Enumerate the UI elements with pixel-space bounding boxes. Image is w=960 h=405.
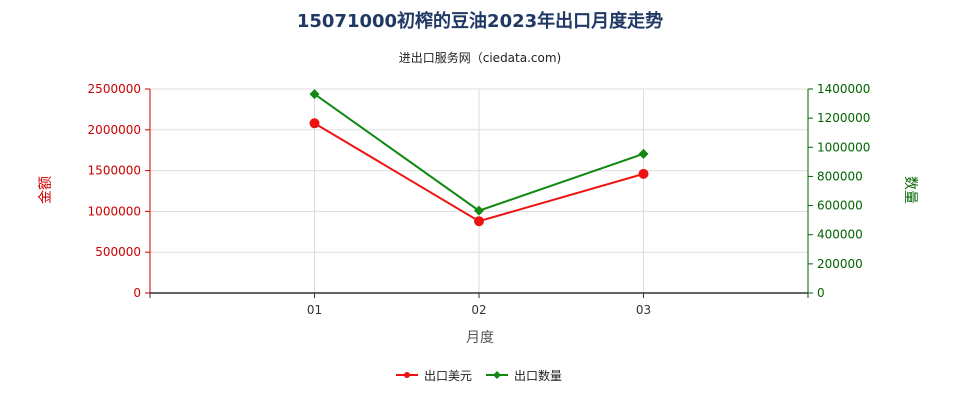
right-tick-label: 200000 <box>817 257 863 271</box>
x-tick-label: 01 <box>307 303 322 317</box>
legend-item-export-usd[interactable]: 出口美元 <box>396 369 472 383</box>
legend-marker-export-usd <box>404 372 410 378</box>
left-tick-label: 2500000 <box>88 82 141 96</box>
data-point-series2-02 <box>474 205 484 216</box>
right-tick-label: 600000 <box>817 199 863 213</box>
left-tick-label: 500000 <box>95 245 141 259</box>
right-tick-label: 0 <box>817 286 825 300</box>
chart-subtitle: 进出口服务网（ciedata.com) <box>399 50 561 65</box>
x-tick-label: 03 <box>636 303 651 317</box>
legend: 出口美元 出口数量 <box>396 368 562 383</box>
ticks-layer: 0 500000 1000000 1500000 2000000 2500000 0 2000… <box>88 82 871 317</box>
legend-item-export-qty[interactable]: 出口数量 <box>486 368 562 383</box>
data-point-series1-03 <box>638 168 649 179</box>
series-layer <box>309 89 649 227</box>
left-tick-label: 1000000 <box>88 204 141 218</box>
chart-title: 15071000初榨的豆油2023年出口月度走势 <box>297 10 663 32</box>
x-tick-label: 02 <box>471 303 486 317</box>
right-tick-label: 800000 <box>817 169 863 183</box>
right-tick-label: 1400000 <box>817 82 870 96</box>
grid-layer <box>150 88 808 294</box>
right-tick-label: 1200000 <box>817 111 870 125</box>
legend-label-export-usd: 出口美元 <box>424 369 472 383</box>
data-point-series1-02 <box>474 216 484 227</box>
x-axis-title: 月度 <box>466 330 494 346</box>
right-tick-label: 1000000 <box>817 140 870 154</box>
left-axis-title: 金额 <box>38 176 54 204</box>
left-tick-label: 0 <box>133 286 141 300</box>
data-point-series2-03 <box>638 148 649 159</box>
right-axis-title: 数量 <box>902 176 918 204</box>
legend-marker-export-qty <box>493 371 501 379</box>
left-tick-label: 1500000 <box>88 164 141 178</box>
data-point-series1-01 <box>309 118 320 129</box>
data-point-series2-01 <box>309 89 320 100</box>
legend-label-export-qty: 出口数量 <box>514 368 562 383</box>
left-tick-label: 2000000 <box>88 123 141 137</box>
right-tick-label: 400000 <box>817 228 863 242</box>
